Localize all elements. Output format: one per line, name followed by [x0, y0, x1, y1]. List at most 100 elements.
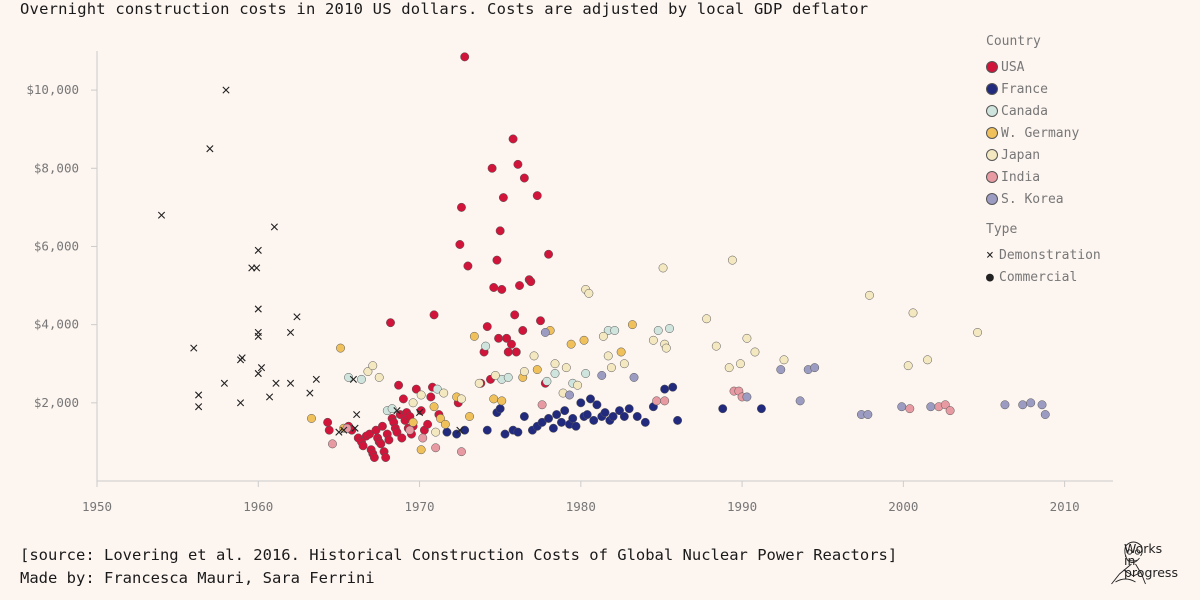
chart-title: Overnight construction costs in 2010 US … [20, 0, 869, 18]
point-france [582, 410, 592, 419]
demonstration-point [254, 246, 262, 254]
point-france [592, 400, 602, 410]
legend-label: Canada [1001, 103, 1048, 119]
demonstration-point [222, 86, 230, 94]
legend-country-title: Country [986, 34, 1041, 49]
point-japan [648, 335, 658, 345]
x-tick-label: 1950 [82, 499, 112, 514]
legend-item-usa: USA [986, 56, 1101, 78]
point-japan [363, 367, 373, 376]
brand-text: Works in progress [1124, 542, 1178, 580]
point-usa [365, 429, 374, 439]
point-usa [460, 52, 470, 62]
point-japan [439, 388, 449, 398]
point-usa [508, 134, 518, 144]
legend-swatch [986, 193, 998, 205]
legend-swatch [986, 83, 998, 95]
point-japan [742, 333, 752, 343]
point-india [537, 400, 547, 410]
legend-label: W. Germany [1001, 125, 1080, 141]
legend-item-india: India [986, 166, 1101, 188]
point-usa [323, 417, 333, 427]
point-canada [387, 404, 397, 414]
demonstration-point [236, 399, 245, 407]
point-s-korea [629, 372, 639, 382]
legend-item-france: France [986, 78, 1101, 100]
point-s-korea [926, 402, 936, 412]
point-japan [658, 263, 668, 273]
x-tick-label: 1980 [566, 499, 596, 514]
demonstration-point [253, 264, 261, 272]
point-canada [610, 326, 620, 335]
demonstration-point [238, 354, 246, 362]
point-japan [490, 371, 500, 380]
legend-item-demonstration: × Demonstration [986, 244, 1101, 266]
point-usa [519, 173, 529, 183]
point-france [632, 412, 642, 421]
legend-label: USA [1001, 59, 1025, 75]
cross-marker-icon: × [986, 247, 994, 263]
demonstration-point [351, 424, 359, 432]
point-japan [619, 359, 629, 369]
demonstration-point [353, 410, 361, 419]
legend: Country USA France Canada W. Germany Japan In… [986, 34, 1101, 288]
brand-line: progress [1124, 565, 1178, 580]
point-japan [431, 427, 441, 437]
point-japan [923, 355, 932, 365]
x-tick-label: 1970 [404, 499, 434, 514]
point-usa [494, 333, 504, 343]
point-usa [482, 322, 492, 332]
point-india [945, 406, 955, 416]
point-france [571, 421, 581, 431]
point-japan [865, 290, 874, 300]
point-france [482, 425, 492, 435]
legend-swatch [986, 105, 998, 117]
point-japan [779, 355, 789, 365]
legend-swatch [986, 171, 998, 183]
point-w-germany [579, 335, 589, 345]
y-tick-label: $2,000 [34, 395, 79, 410]
point-w-germany [429, 402, 439, 412]
point-w-germany [532, 365, 542, 375]
point-france [756, 404, 766, 414]
point-canada [481, 341, 491, 351]
point-usa [369, 453, 379, 462]
demonstration-point [349, 375, 358, 383]
point-usa [411, 384, 421, 394]
legend-item-canada: Canada [986, 100, 1101, 122]
point-w-germany [566, 339, 576, 349]
point-france [552, 410, 562, 419]
legend-type-title: Type [986, 222, 1018, 237]
point-japan [908, 308, 918, 318]
point-canada [357, 374, 366, 384]
point-japan [408, 398, 418, 408]
demonstration-point [195, 391, 203, 399]
point-s-korea [597, 371, 607, 380]
axes: 1950 1960 1970 1980 1990 2000 2010 $2,000 $4,000… [26, 51, 1113, 514]
point-s-korea [1000, 400, 1010, 410]
point-france [718, 404, 728, 414]
point-japan [603, 351, 613, 361]
point-s-korea [863, 410, 873, 419]
demonstration-point [335, 428, 343, 436]
point-w-germany [307, 414, 316, 423]
point-france [668, 382, 678, 392]
point-japan [702, 314, 712, 324]
point-japan [750, 347, 760, 357]
demonstration-point [306, 389, 314, 397]
point-w-germany [489, 394, 499, 404]
legend-item-s-korea: S. Korea [986, 188, 1101, 210]
demonstration-point [265, 393, 274, 401]
demonstration-point [257, 364, 266, 372]
point-france [513, 427, 523, 437]
legend-item-japan: Japan [986, 144, 1101, 166]
point-india [905, 404, 915, 414]
legend-swatch [986, 61, 998, 73]
point-usa [511, 347, 521, 357]
point-france [660, 384, 670, 394]
point-usa [513, 159, 523, 169]
point-usa [518, 326, 528, 335]
point-japan [724, 363, 734, 373]
dot-marker-icon: ● [986, 269, 994, 285]
point-japan [561, 363, 571, 373]
